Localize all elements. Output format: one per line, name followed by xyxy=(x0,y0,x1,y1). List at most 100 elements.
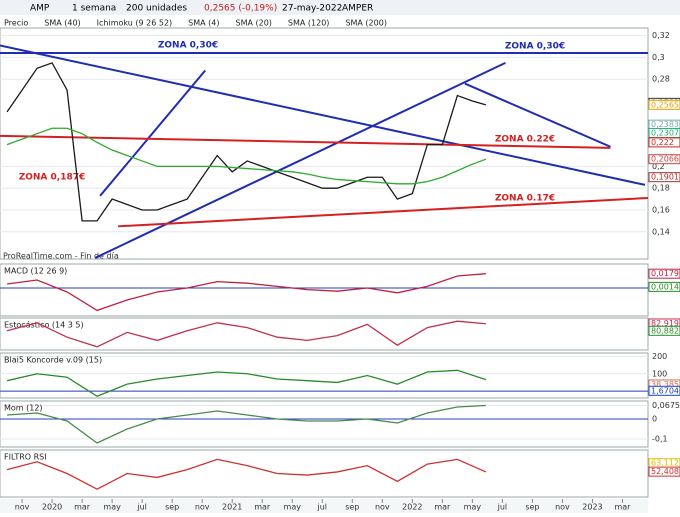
legend-entry: SMA (4) xyxy=(188,19,219,28)
x-tick-label: jul xyxy=(497,503,508,512)
y-tick-label: -0,1 xyxy=(652,435,668,444)
pane xyxy=(0,263,649,317)
y-tick-label: 0,2 xyxy=(652,162,665,171)
price-tag-label: 82,919 xyxy=(651,319,679,328)
price-tag-label: 63,112 xyxy=(651,459,679,468)
zone-label: ZONA 0,187€ xyxy=(19,173,86,183)
x-tick-label: sep xyxy=(345,503,359,512)
y-tick-label: 0,3 xyxy=(652,53,665,62)
x-tick-label: mar xyxy=(254,503,271,512)
trend-line xyxy=(0,44,646,186)
name: AMPER xyxy=(342,4,373,14)
legend-entry: MACD (12 26 9) xyxy=(4,267,67,276)
zone-label: ZONA 0.17€ xyxy=(495,194,555,204)
pane xyxy=(0,352,649,399)
legend-entry: Mom (12) xyxy=(4,404,43,413)
series-line xyxy=(7,404,486,444)
last-price: 0,2565 (-0,19%) xyxy=(204,4,277,14)
x-tick-label: jul xyxy=(317,503,328,512)
trend-line xyxy=(94,61,506,259)
symbol[interactable]: AMP xyxy=(30,4,50,14)
legend-entry: Precio xyxy=(4,19,28,28)
pane xyxy=(0,27,649,260)
legend-entry: SMA (40) xyxy=(44,19,80,28)
x-axis-band xyxy=(0,499,648,513)
price-tag xyxy=(648,385,680,396)
legend-entry: Ichimoku (9 26 52) xyxy=(97,19,173,28)
price-tag xyxy=(648,99,680,110)
pane xyxy=(0,400,649,448)
price-tag-label: 0,2383 xyxy=(651,120,679,129)
trend-line xyxy=(99,69,206,197)
x-tick-label: mar xyxy=(434,503,451,512)
price-tag xyxy=(648,268,680,279)
toolbar xyxy=(0,0,680,15)
legend-entry: Blai5 Koncorde v.09 (15) xyxy=(4,356,102,365)
x-tick-label: mar xyxy=(74,503,91,512)
y-tick-label: 0,0675 xyxy=(652,401,680,410)
pane xyxy=(0,317,649,351)
series-line xyxy=(6,369,487,397)
price-tag-label: 0,2565 xyxy=(651,100,679,109)
x-tick-label: jul xyxy=(136,503,147,512)
price-tag xyxy=(648,466,680,477)
price-tag xyxy=(648,281,680,292)
x-tick-label: sep xyxy=(525,503,539,512)
price-tag-label: 0,2066 xyxy=(651,155,679,164)
date: 27-may-2022 xyxy=(282,4,342,14)
legend-entry: SMA (20) xyxy=(236,19,272,28)
y-tick-label: 200 xyxy=(652,352,667,361)
trend-line xyxy=(464,82,611,148)
x-tick-label: 2021 xyxy=(222,503,242,512)
legend-entry: Estocástico (14 3 5) xyxy=(4,321,84,330)
price-tag-label: 38,385 xyxy=(651,380,679,389)
series-line xyxy=(6,127,487,185)
legend-entry: SMA (200) xyxy=(345,19,387,28)
price-tag xyxy=(648,172,680,183)
y-tick-label: 0,18 xyxy=(652,184,670,193)
price-tag xyxy=(648,154,680,165)
x-tick-label: may xyxy=(103,503,121,512)
zone-label: ZONA 0,30€ xyxy=(505,42,565,52)
y-tick-label: 0,16 xyxy=(652,205,670,214)
source: ProRealTime.com - Fin de día xyxy=(3,252,119,261)
y-tick-label: 0 xyxy=(652,415,657,424)
series-line xyxy=(6,320,486,348)
y-tick-label: 0,14 xyxy=(652,227,670,236)
pane xyxy=(0,449,649,498)
price-tag-label: 1,6704 xyxy=(651,386,679,395)
y-tick-label: 100 xyxy=(652,369,667,378)
x-tick-label: nov xyxy=(555,503,570,512)
period[interactable]: 1 semana xyxy=(72,4,116,14)
x-tick-label: 2020 xyxy=(42,503,62,512)
x-tick-label: may xyxy=(284,503,302,512)
y-tick-label: 0,32 xyxy=(652,31,670,40)
x-tick-label: 2022 xyxy=(402,503,422,512)
x-tick-label: sep xyxy=(165,503,179,512)
price-tag-label: 0,1901 xyxy=(651,173,679,182)
trend-line xyxy=(118,196,649,228)
series-line xyxy=(6,458,487,490)
price-tag xyxy=(648,325,680,336)
x-tick-label: mar xyxy=(614,503,631,512)
x-tick-label: nov xyxy=(195,503,210,512)
legend-entry: FILTRO RSI xyxy=(4,453,47,462)
price-tag-label: 80,882 xyxy=(651,326,679,335)
x-tick-label: nov xyxy=(375,503,390,512)
legend-entry: SMA (120) xyxy=(288,19,330,28)
x-tick-label: 2023 xyxy=(582,503,602,512)
price-tag-label: 0,0014 xyxy=(651,282,679,291)
price-tag-label: 0,2307 xyxy=(651,128,679,137)
series-line xyxy=(6,273,486,312)
x-tick-label: nov xyxy=(15,503,30,512)
price-tag-label: 0,222 xyxy=(651,138,674,147)
zone-label: ZONA 0,30€ xyxy=(158,41,218,51)
y-tick-label: 0,28 xyxy=(652,75,670,84)
x-tick-label: may xyxy=(464,503,482,512)
trend-line xyxy=(0,134,611,149)
price-tag xyxy=(648,137,680,148)
series-line xyxy=(6,62,487,222)
price-tag-label: 0,0179 xyxy=(651,269,679,278)
units[interactable]: 200 unidades xyxy=(126,4,187,14)
